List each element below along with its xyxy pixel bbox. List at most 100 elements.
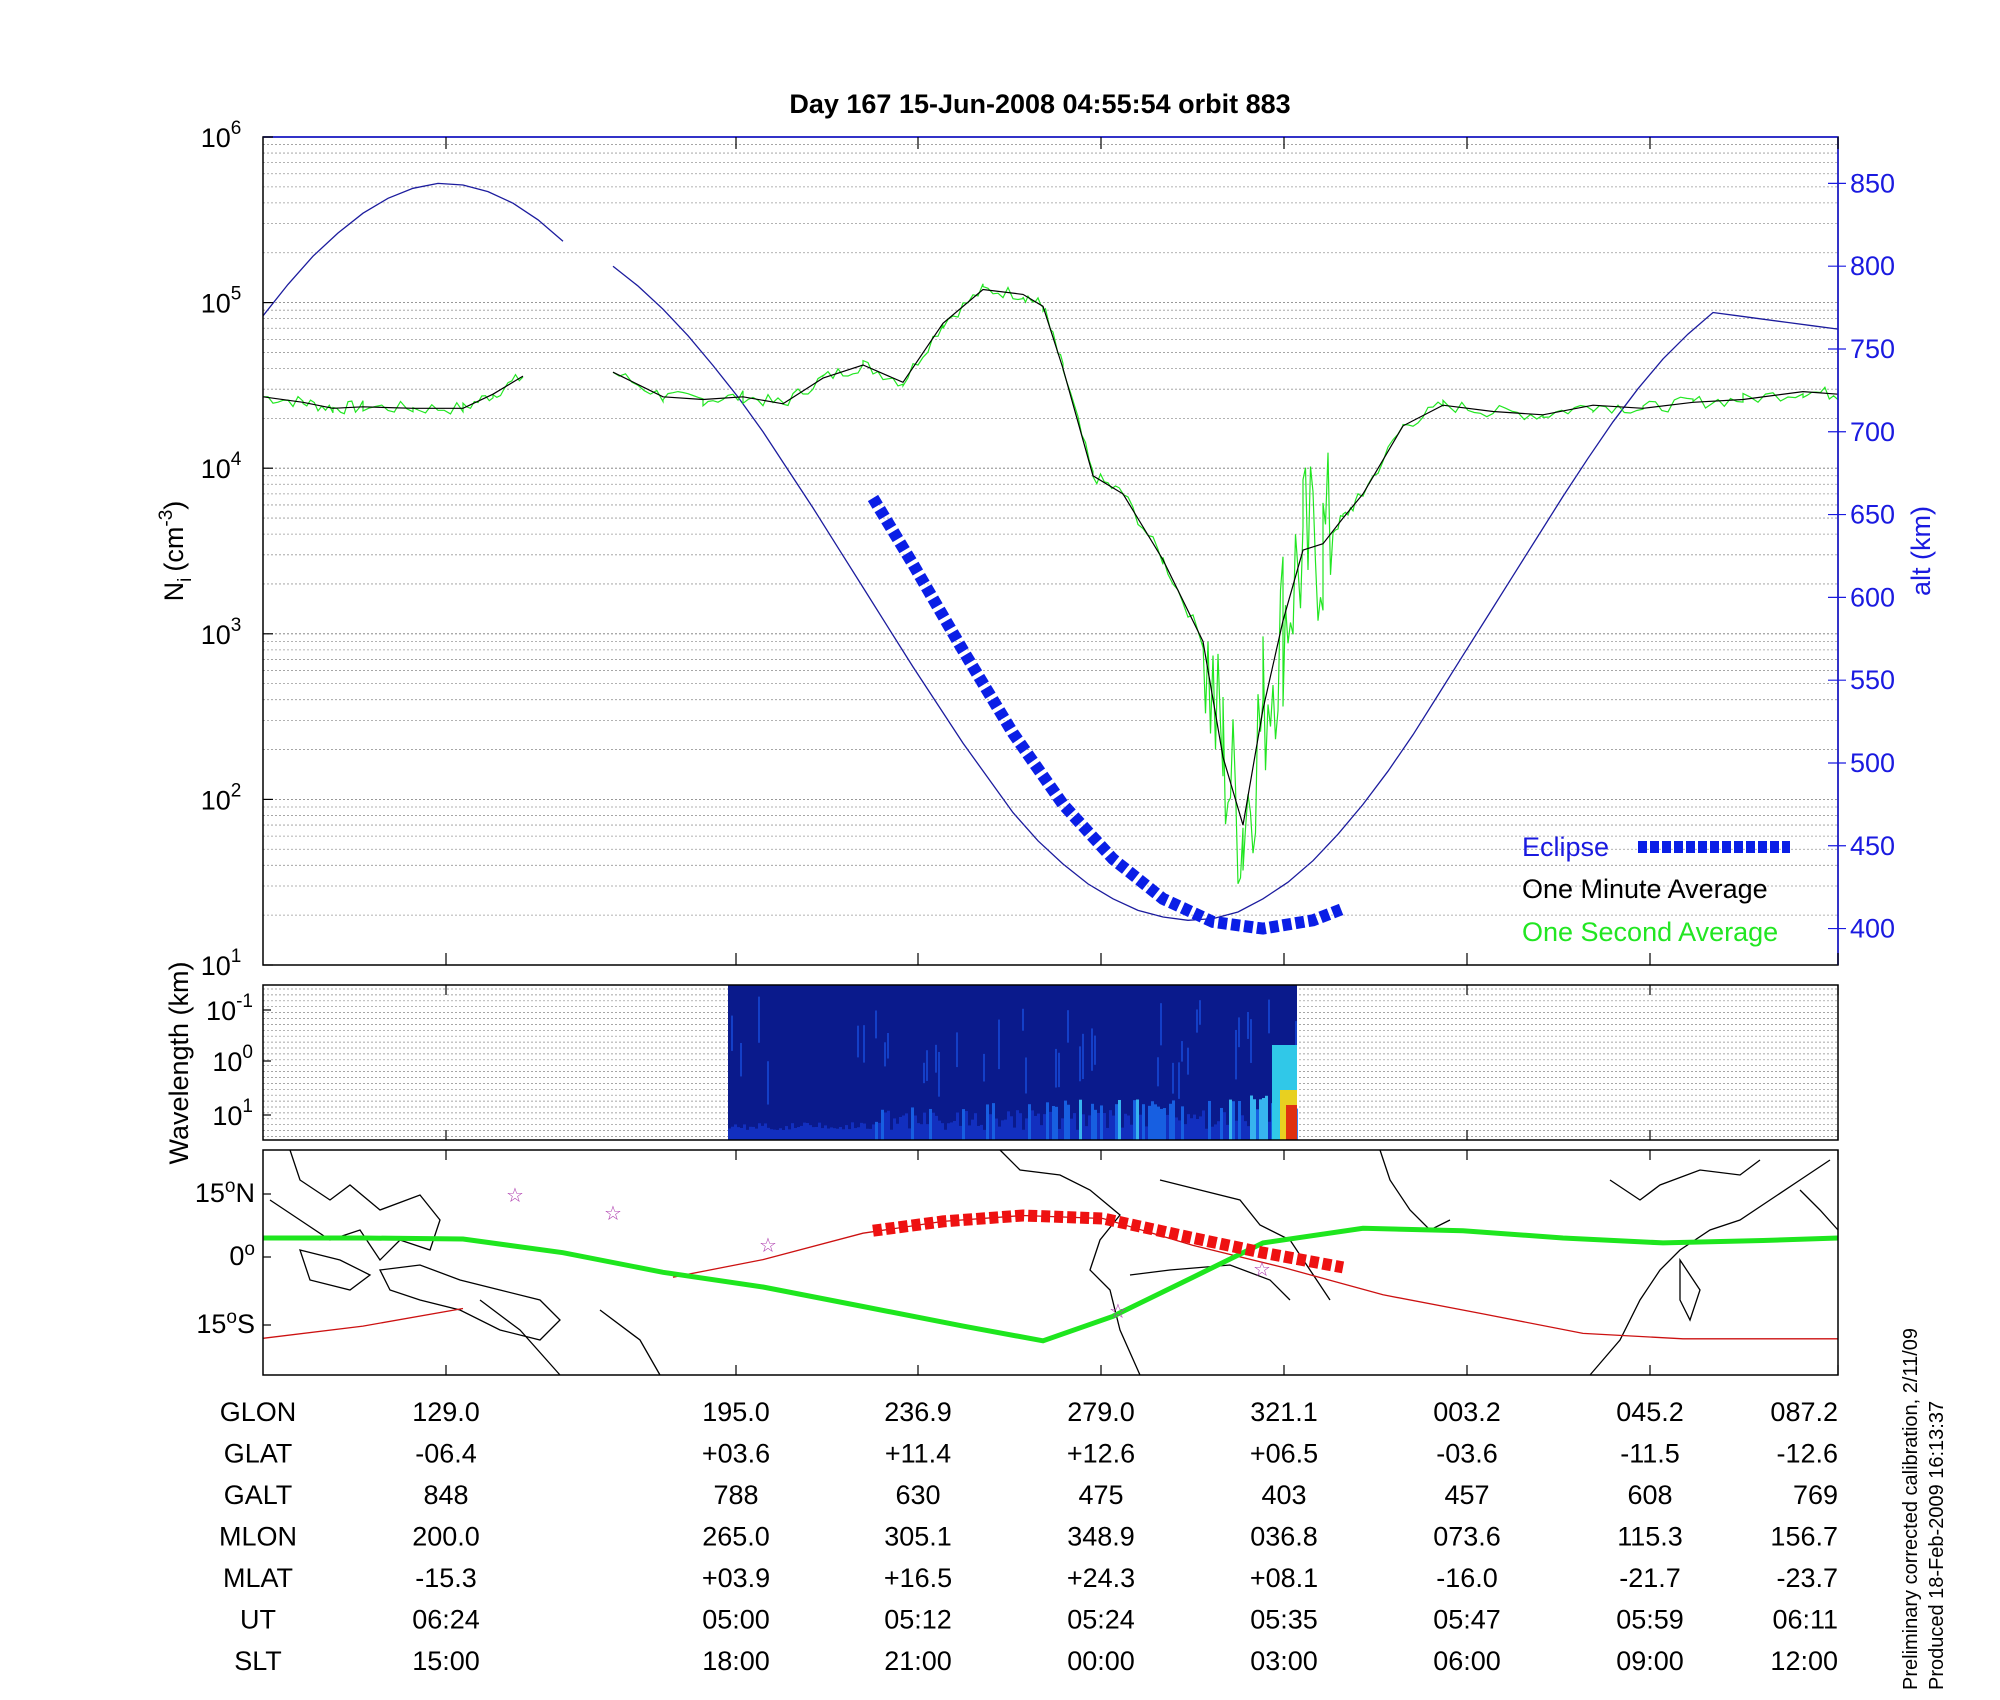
spectrogram-column [881, 1109, 884, 1140]
coastline [1679, 1257, 1701, 1322]
table-cell: 05:47 [1433, 1605, 1501, 1635]
spectrogram-column [1004, 1119, 1007, 1140]
spectrogram-column [1199, 1116, 1202, 1140]
spectrogram-streak [767, 1061, 769, 1105]
spectrogram-column [1019, 1113, 1022, 1140]
spectrogram-column [1136, 1099, 1139, 1140]
map-lat-ticks: 15oN 0o 15oS [195, 1176, 271, 1339]
table-cell: 769 [1793, 1480, 1838, 1510]
spectrogram-streak [956, 1032, 958, 1068]
altitude-tick-label: 650 [1850, 500, 1895, 530]
spectrogram-column [776, 1129, 779, 1140]
table-cell: 06:24 [412, 1605, 480, 1635]
star-marker: ☆ [604, 1201, 622, 1225]
table-row-label: MLON [219, 1522, 297, 1552]
spectrogram-column [1268, 1121, 1271, 1140]
spectrogram-column [941, 1123, 944, 1140]
spectrogram-column [815, 1126, 818, 1140]
table-cell: 06:11 [1772, 1605, 1838, 1635]
table-cell: 848 [423, 1480, 468, 1510]
spectrogram-column [1235, 1120, 1238, 1140]
legend-eclipse-label: Eclipse [1522, 832, 1609, 862]
spectrogram-streak [863, 1025, 865, 1063]
spectrogram-column [929, 1108, 932, 1140]
spectrogram-column [1037, 1113, 1040, 1140]
spectrogram-column [728, 1128, 731, 1140]
coastline [1129, 1264, 1291, 1301]
table-cell: -03.6 [1436, 1439, 1498, 1469]
spectrogram-column [1256, 1109, 1259, 1140]
table-cell: -06.4 [415, 1439, 477, 1469]
spectrogram-streak [758, 996, 760, 1043]
spectrogram-streak [1181, 1041, 1183, 1062]
lat-tick-label: 15oN [195, 1176, 255, 1208]
spectrogram-streak [1058, 1052, 1060, 1088]
coastline [1159, 1179, 1331, 1301]
spectrogram-column [791, 1123, 794, 1140]
spectrogram-streak [1268, 999, 1270, 1034]
table-cell: -23.7 [1776, 1563, 1838, 1593]
table-cell: 156.7 [1770, 1522, 1838, 1552]
ephemeris-table: GLON 129.0 195.0 236.9 279.0 321.1 003.2 045.2 0… [219, 1397, 1838, 1676]
spectrogram-column [752, 1126, 755, 1140]
spectrogram-column [914, 1115, 917, 1140]
spectrogram-streak [857, 1025, 859, 1058]
spectrogram-column [1001, 1120, 1004, 1140]
spectrogram-column [1028, 1104, 1031, 1140]
altitude-tick-label: 400 [1850, 914, 1895, 944]
spectrogram-streak [887, 1033, 889, 1059]
spectrogram-streak [1238, 1017, 1240, 1048]
spectrogram-column [920, 1124, 923, 1140]
spectrogram-column [746, 1129, 749, 1140]
table-row-label: MLAT [223, 1563, 293, 1593]
spectrogram-column [749, 1126, 752, 1140]
spectrogram-streak [1094, 1035, 1096, 1065]
density-tick-label: 102 [201, 780, 242, 815]
table-cell: 05:12 [884, 1605, 952, 1635]
spectrogram-column [812, 1127, 815, 1140]
lat-tick-label: 0o [229, 1239, 255, 1271]
spectrogram-column [884, 1112, 887, 1140]
altitude-tick-label: 550 [1850, 665, 1895, 695]
spectrogram-column [803, 1122, 806, 1140]
spectrogram-column [1181, 1106, 1184, 1140]
spectrogram-column [1265, 1095, 1268, 1140]
table-cell: 115.3 [1617, 1522, 1683, 1552]
spectrogram-column [737, 1127, 740, 1140]
coastline [1379, 1149, 1451, 1231]
table-cell: +08.1 [1250, 1563, 1318, 1593]
spectrogram-column [932, 1112, 935, 1140]
table-cell: 03:00 [1250, 1646, 1318, 1676]
spectrogram-column [971, 1119, 974, 1140]
table-cell: -11.5 [1620, 1439, 1680, 1469]
spectrogram-column [899, 1117, 902, 1140]
table-cell: +11.4 [885, 1439, 951, 1469]
table-cell: 12:00 [1770, 1646, 1838, 1676]
spectrogram-streak [1067, 1010, 1069, 1043]
table-cell: 236.9 [884, 1397, 952, 1427]
coastline [999, 1149, 1141, 1376]
spectrogram-column [1211, 1126, 1214, 1140]
spectrogram-column [1109, 1110, 1112, 1140]
table-row-label: SLT [234, 1646, 282, 1676]
spectrogram-column [911, 1107, 914, 1140]
spectrogram-column [1157, 1106, 1160, 1140]
spectrogram-hot [1286, 1105, 1297, 1140]
spectrogram-streak [1187, 1047, 1189, 1075]
spectrogram-streak [1196, 1009, 1198, 1033]
spectrogram-streak [1091, 1028, 1093, 1071]
density-tick-label: 104 [201, 449, 242, 484]
spectrogram-column [1085, 1126, 1088, 1140]
spectrogram-column [1130, 1124, 1133, 1140]
spectrogram-streak [1079, 1046, 1081, 1082]
produced-note: Produced 18-Feb-2009 16:13:37 [1926, 1401, 1948, 1690]
table-row-label: GALT [224, 1480, 293, 1510]
spectrogram-column [836, 1128, 839, 1140]
table-cell: -16.0 [1436, 1563, 1498, 1593]
spectrogram-streak [1295, 1021, 1297, 1048]
coastline [379, 1264, 561, 1341]
spectrogram-column [1154, 1104, 1157, 1140]
spectrogram-streak [1160, 1003, 1162, 1046]
spectrogram-column [1220, 1107, 1223, 1140]
